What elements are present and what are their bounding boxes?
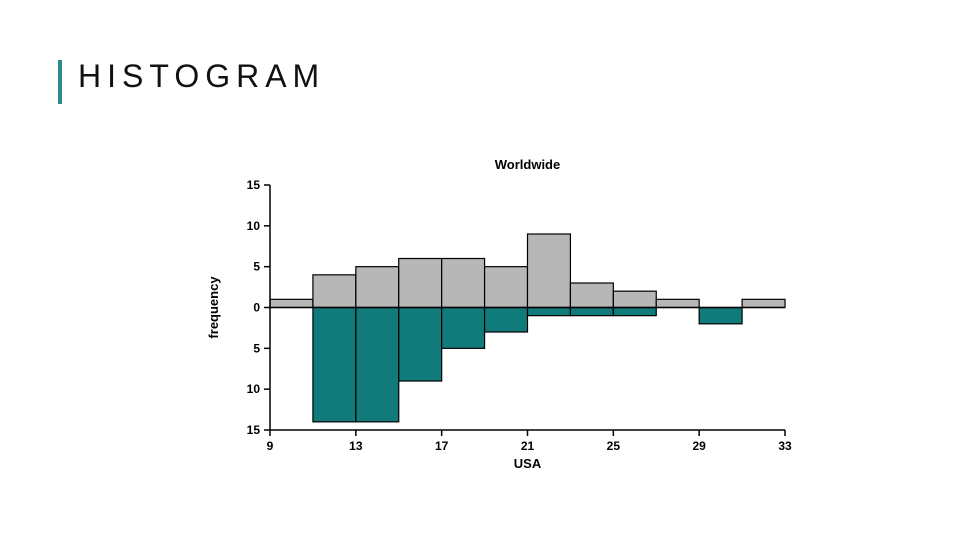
y-tick-label: 15: [247, 423, 261, 437]
bar-top: [485, 267, 528, 308]
bar-bottom: [613, 308, 656, 316]
y-tick-label: 5: [253, 260, 260, 274]
bar-bottom: [699, 308, 742, 324]
chart-top-label: Worldwide: [495, 157, 560, 172]
bar-bottom: [313, 308, 356, 422]
bar-top: [742, 299, 785, 307]
bar-top: [570, 283, 613, 308]
y-tick-label: 10: [247, 382, 261, 396]
title-accent-bar: [58, 60, 62, 104]
bar-bottom: [399, 308, 442, 382]
bar-bottom: [442, 308, 485, 349]
slide: HISTOGRAM Worldwide 0 5 10 15 5 10 15 9 13 17 21 25 2…: [0, 0, 960, 540]
chart-svg: Worldwide 0 5 10 15 5 10 15 9 13 17 21 25 29 33 USA freq…: [190, 155, 810, 475]
histogram-chart: Worldwide 0 5 10 15 5 10 15 9 13 17 21 25 29 33 USA freq…: [190, 155, 810, 475]
bar-top: [442, 259, 485, 308]
x-tick-label: 25: [607, 439, 621, 453]
y-tick-label: 0: [253, 301, 260, 315]
x-tick-label: 33: [778, 439, 792, 453]
x-tick-label: 13: [349, 439, 363, 453]
y-axis-label: frequency: [206, 276, 221, 339]
y-tick-label: 15: [247, 178, 261, 192]
bar-top: [528, 234, 571, 308]
y-tick-label: 10: [247, 219, 261, 233]
bar-bottom: [356, 308, 399, 422]
x-tick-label: 29: [692, 439, 706, 453]
bar-top: [656, 299, 699, 307]
bar-top: [270, 299, 313, 307]
bar-bottom: [528, 308, 571, 316]
y-tick-label: 5: [253, 341, 260, 355]
bar-top: [399, 259, 442, 308]
x-tick-label: 17: [435, 439, 449, 453]
bar-bottom: [570, 308, 613, 316]
page-title: HISTOGRAM: [78, 58, 325, 95]
x-tick-label: 9: [267, 439, 274, 453]
bar-top: [313, 275, 356, 308]
chart-bottom-label: USA: [514, 456, 542, 471]
bar-top: [613, 291, 656, 307]
bar-top: [356, 267, 399, 308]
bar-bottom: [485, 308, 528, 333]
x-tick-label: 21: [521, 439, 535, 453]
